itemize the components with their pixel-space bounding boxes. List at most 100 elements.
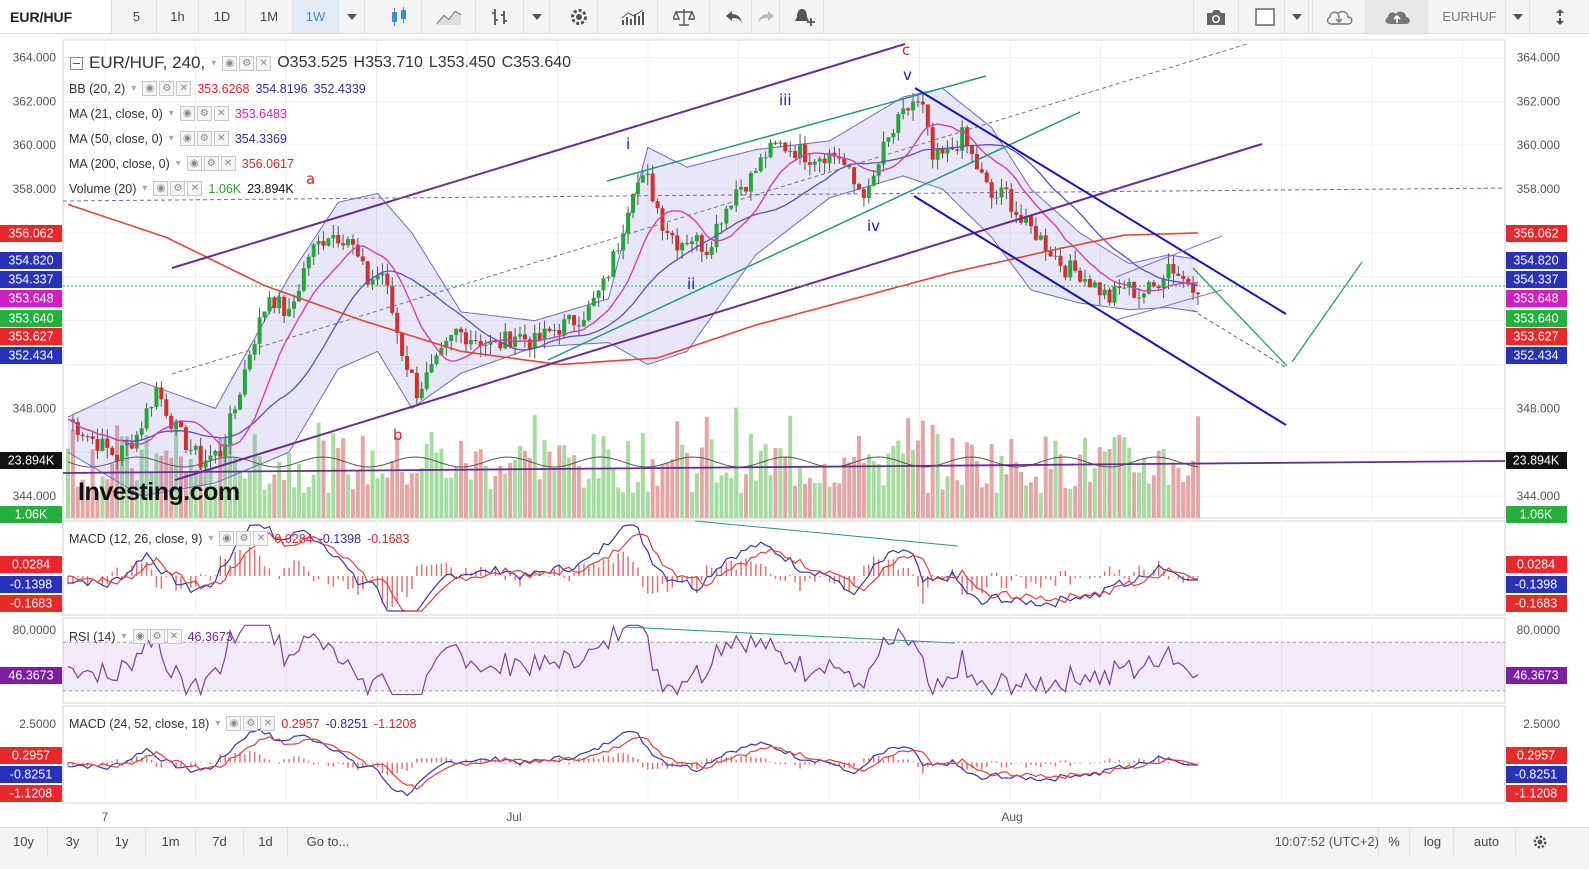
- study-dropdown-icon[interactable]: ▾: [131, 83, 137, 94]
- study-dropdown-icon[interactable]: ▾: [208, 533, 214, 544]
- range-1d[interactable]: 1d: [244, 828, 288, 855]
- candle-body: [631, 194, 635, 213]
- study-dropdown-icon[interactable]: ▾: [168, 108, 174, 119]
- close-icon[interactable]: ✕: [176, 81, 192, 96]
- candle-body: [331, 235, 336, 239]
- chart-settings-button[interactable]: [1520, 828, 1560, 855]
- study-dropdown-icon[interactable]: ▾: [121, 631, 127, 642]
- volume-bar: [193, 469, 198, 518]
- interval-1h[interactable]: 1h: [157, 0, 199, 33]
- gear-icon[interactable]: ⚙: [203, 156, 219, 171]
- study-name: MA (21, close, 0): [69, 106, 163, 121]
- goto-date-button[interactable]: Go to...: [288, 828, 368, 855]
- settings-button[interactable]: [560, 0, 598, 33]
- close-icon[interactable]: ✕: [260, 716, 276, 731]
- volume-bar: [272, 474, 277, 518]
- gear-icon[interactable]: ⚙: [243, 716, 259, 731]
- study-dropdown-icon[interactable]: ▾: [175, 158, 181, 169]
- gear-icon[interactable]: ⚙: [196, 106, 212, 121]
- gear-icon[interactable]: ⚙: [239, 55, 255, 71]
- candle-body: [1048, 251, 1053, 257]
- screenshot-button[interactable]: [1193, 0, 1239, 33]
- gear-icon[interactable]: ⚙: [149, 629, 165, 644]
- eye-icon[interactable]: ◉: [153, 181, 169, 196]
- percent-scale-toggle[interactable]: %: [1378, 828, 1410, 855]
- collapse-icon[interactable]: [70, 56, 83, 70]
- study-dropdown-icon[interactable]: ▾: [168, 133, 174, 144]
- close-icon[interactable]: ✕: [166, 629, 182, 644]
- compare-button[interactable]: [658, 0, 710, 33]
- symbol-search-field[interactable]: EURHUF: [1434, 0, 1506, 33]
- indicators-button[interactable]: [608, 0, 658, 33]
- range-label: 1m: [161, 834, 180, 849]
- study-dropdown-icon[interactable]: ▾: [215, 718, 221, 729]
- gear-icon[interactable]: ⚙: [170, 181, 186, 196]
- study-legend: MA (21, close, 0) ▾ ◉ ⚙ ✕ 353.6483: [69, 106, 287, 121]
- range-1y[interactable]: 1y: [98, 828, 146, 855]
- candle-body: [601, 278, 606, 291]
- close-icon[interactable]: ✕: [213, 106, 229, 121]
- fullscreen-button[interactable]: [1530, 0, 1589, 33]
- volume-bar: [1073, 486, 1078, 518]
- save-layout-button[interactable]: [1366, 0, 1428, 33]
- close-icon[interactable]: ✕: [256, 55, 272, 71]
- chart-type-dropdown[interactable]: [524, 0, 550, 33]
- projection-dashed: [1191, 309, 1288, 369]
- eye-icon[interactable]: ◉: [226, 716, 242, 731]
- redo-button[interactable]: [752, 0, 780, 33]
- tag-right-text: 354.337: [1513, 273, 1558, 287]
- candle-body: [1087, 278, 1092, 288]
- candle-body: [960, 127, 965, 151]
- eye-icon[interactable]: ◉: [186, 156, 202, 171]
- close-icon[interactable]: ✕: [253, 531, 269, 546]
- price-tag: 352.434 352.434: [0, 347, 1567, 364]
- volume-bar: [306, 487, 311, 518]
- symbol-dropdown[interactable]: [1506, 0, 1530, 33]
- load-layout-button[interactable]: [1312, 0, 1366, 33]
- interval-dropdown[interactable]: [339, 0, 365, 33]
- horizontal-support-line: [62, 460, 1506, 474]
- drawing-style-button[interactable]: [1245, 0, 1285, 33]
- gear-icon[interactable]: ⚙: [196, 131, 212, 146]
- trendline-drawings[interactable]: [62, 43, 1506, 644]
- auto-scale-toggle[interactable]: auto: [1458, 828, 1516, 855]
- range-3y[interactable]: 3y: [48, 828, 98, 855]
- candles-button[interactable]: [376, 0, 422, 33]
- eye-icon[interactable]: ◉: [142, 81, 158, 96]
- log-scale-toggle[interactable]: log: [1412, 828, 1454, 855]
- interval-1d[interactable]: 1D: [199, 0, 246, 33]
- interval-5[interactable]: 5: [117, 0, 157, 33]
- gear-icon[interactable]: ⚙: [236, 531, 252, 546]
- symbol-input[interactable]: EUR/HUF: [0, 0, 112, 33]
- study-dropdown-icon[interactable]: ▾: [142, 183, 148, 194]
- time-axis: 7 Jul Aug: [102, 810, 1023, 824]
- chart-area[interactable]: 364.000 364.000 362.000 362.000 360.000 360.0…: [0, 34, 1589, 827]
- close-icon[interactable]: ✕: [220, 156, 236, 171]
- eye-icon[interactable]: ◉: [179, 106, 195, 121]
- eye-icon[interactable]: ◉: [132, 629, 148, 644]
- range-1m[interactable]: 1m: [146, 828, 196, 855]
- gear-icon[interactable]: ⚙: [159, 81, 175, 96]
- tag-right-text: 1.06K: [1520, 508, 1553, 522]
- bars-button[interactable]: [476, 0, 524, 33]
- line-chart-button[interactable]: [422, 0, 476, 33]
- eye-icon[interactable]: ◉: [179, 131, 195, 146]
- candle-body: [906, 108, 911, 111]
- eye-icon[interactable]: ◉: [219, 531, 235, 546]
- close-icon[interactable]: ✕: [187, 181, 203, 196]
- volume-bar: [709, 439, 714, 518]
- title-dropdown-icon[interactable]: ▾: [211, 57, 217, 69]
- eye-icon[interactable]: ◉: [222, 55, 238, 71]
- drawing-style-dropdown[interactable]: [1285, 0, 1309, 33]
- tag-left-text: 352.434: [8, 349, 53, 363]
- interval-1m[interactable]: 1M: [246, 0, 293, 33]
- undo-button[interactable]: [716, 0, 752, 33]
- alert-button[interactable]: [784, 0, 824, 33]
- range-10y[interactable]: 10y: [0, 828, 48, 855]
- tag-right-bg: [1506, 766, 1567, 783]
- volume-bar: [242, 478, 247, 518]
- close-icon[interactable]: ✕: [213, 131, 229, 146]
- range-7d[interactable]: 7d: [196, 828, 244, 855]
- candle-body: [1097, 282, 1102, 296]
- interval-1w[interactable]: 1W: [293, 0, 339, 33]
